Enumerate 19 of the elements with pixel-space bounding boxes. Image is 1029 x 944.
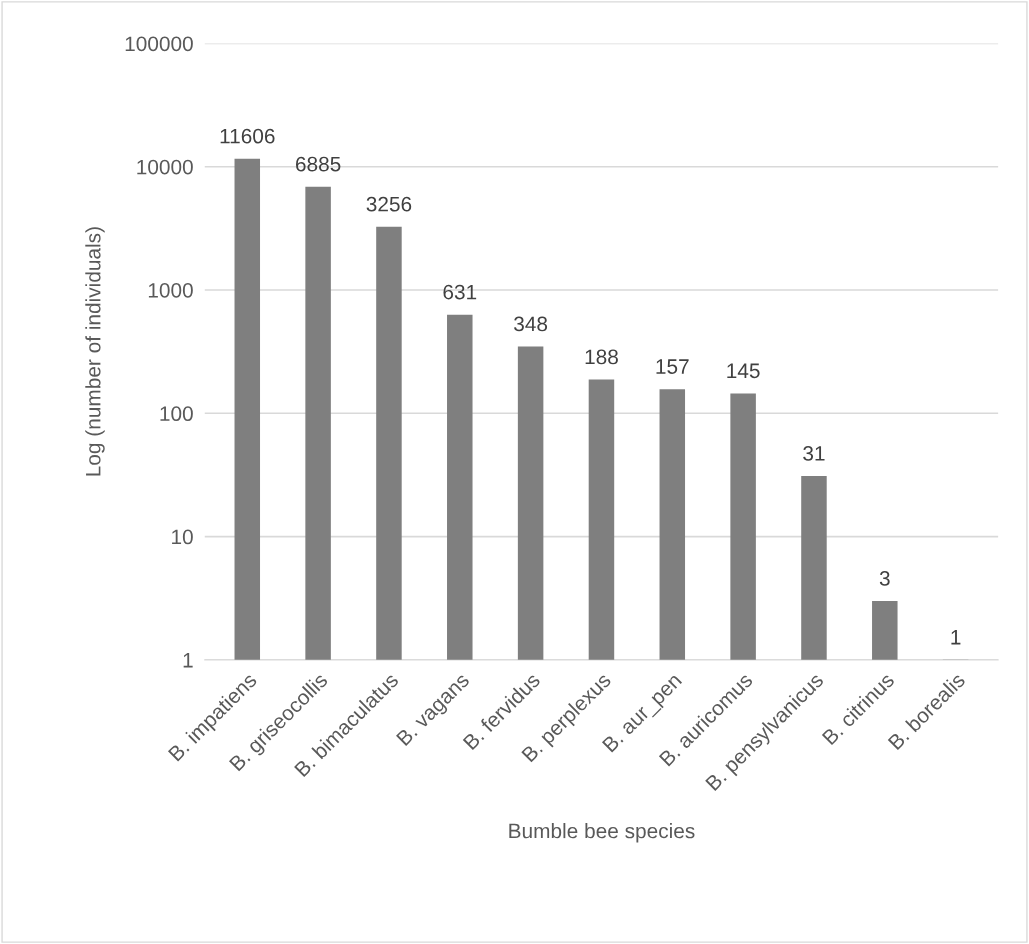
y-tick-label: 1 — [183, 653, 193, 668]
y-tick-label: 100 — [160, 406, 193, 422]
data-label: 631 — [443, 284, 477, 300]
y-tick-label: 100000 — [125, 36, 193, 52]
data-label: 1 — [951, 630, 961, 645]
y-tick-label: 1000 — [148, 283, 193, 298]
data-label: 145 — [727, 363, 760, 379]
y-axis-title: Log (number of individuals) — [85, 227, 105, 476]
y-tick-label: 10 — [172, 529, 193, 545]
data-label: 11606 — [220, 128, 275, 144]
data-label: 31 — [803, 446, 825, 461]
data-label: 348 — [514, 316, 548, 332]
data-label: 3256 — [366, 196, 412, 212]
y-tick-label: 10000 — [137, 159, 193, 175]
x-axis-title: Bumble bee species — [509, 823, 695, 843]
data-label: 6885 — [296, 156, 341, 172]
data-label: 157 — [656, 359, 689, 374]
data-label: 3 — [879, 571, 890, 586]
data-label: 188 — [585, 349, 618, 365]
